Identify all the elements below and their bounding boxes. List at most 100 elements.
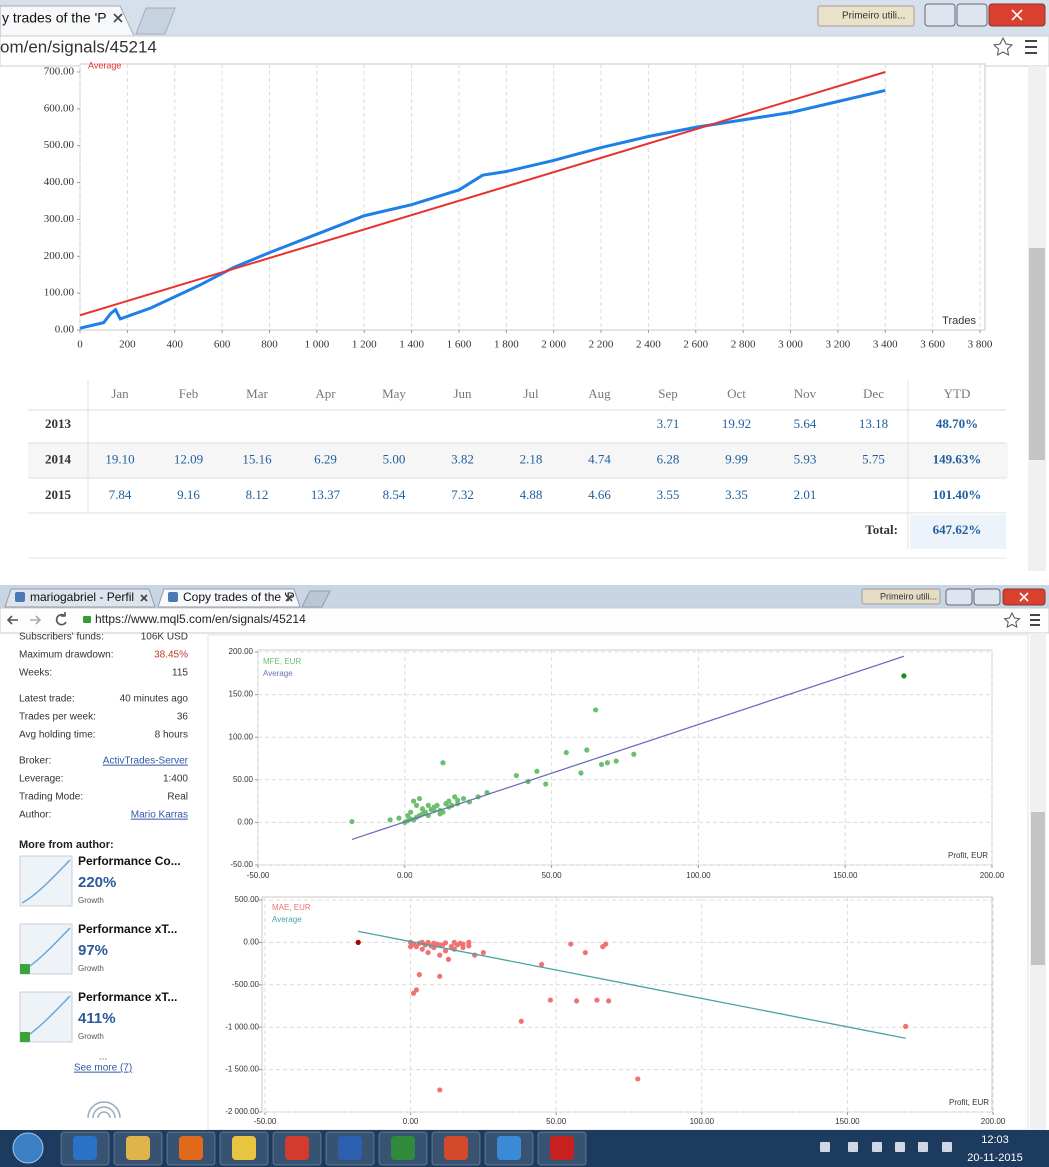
table-cell: 4.74 xyxy=(588,451,611,466)
series-line xyxy=(79,71,886,317)
address-bar[interactable] xyxy=(0,35,1049,67)
author-thumbnail[interactable] xyxy=(19,855,73,907)
scatter-point xyxy=(437,1087,443,1093)
tab[interactable] xyxy=(4,588,156,608)
app-icon xyxy=(497,1136,521,1160)
address-bar[interactable] xyxy=(0,607,1049,634)
forward-icon[interactable] xyxy=(30,615,42,625)
scatter-point xyxy=(573,998,580,1004)
url[interactable]: om/en/signals/45214 xyxy=(0,37,157,56)
stat-value: 1:400 xyxy=(163,774,188,785)
column-header: Mar xyxy=(246,386,268,401)
author-signal-title[interactable]: Performance xT... xyxy=(78,990,177,1004)
table-cell: 2.01 xyxy=(794,487,817,502)
tab-title[interactable]: y trades of the 'P xyxy=(2,10,107,26)
logo-arc xyxy=(97,1111,111,1119)
scatter-point xyxy=(513,772,519,779)
stat-label: Broker: xyxy=(19,756,51,767)
table-cell: 6.29 xyxy=(314,451,337,466)
maximize-button[interactable] xyxy=(973,588,1001,606)
table-cell: 4.88 xyxy=(520,487,543,502)
tray-icon[interactable] xyxy=(872,1142,882,1152)
table-cell: 8.12 xyxy=(246,487,269,502)
back-icon[interactable] xyxy=(6,615,18,625)
tab-title[interactable]: mariogabriel - Perfil xyxy=(30,590,134,604)
scatter-point xyxy=(547,997,553,1003)
tab-title[interactable]: Copy trades of the 'P xyxy=(183,590,295,604)
scatter-point xyxy=(405,812,411,819)
scatter-point xyxy=(416,795,423,802)
thumbnail-curve xyxy=(21,859,71,904)
see-more-link[interactable]: See more (7) xyxy=(74,1063,132,1074)
column-header: Dec xyxy=(863,386,884,401)
maximize-button[interactable] xyxy=(956,3,988,27)
table-cell: 4.66 xyxy=(588,487,611,502)
scatter-point xyxy=(413,944,420,950)
stat-link[interactable]: ActivTrades-Server xyxy=(103,756,189,767)
scatter-point xyxy=(425,939,431,946)
scatter-point xyxy=(603,941,609,947)
x-tick-label: 1 400 xyxy=(399,339,424,351)
start-button[interactable] xyxy=(12,1132,44,1164)
scatter-point xyxy=(578,770,584,776)
stat-label: Subscribers' funds: xyxy=(19,632,104,643)
scatter-point xyxy=(584,747,590,753)
menu-icon[interactable] xyxy=(1025,40,1037,54)
row-header: 2014 xyxy=(45,451,72,466)
y-tick-label: 300.00 xyxy=(44,213,75,225)
profile-name[interactable]: Primeiro utili... xyxy=(880,591,937,601)
y-tick-label: -1 000.00 xyxy=(225,1022,259,1031)
row-header: 2013 xyxy=(45,416,72,431)
close-icon[interactable] xyxy=(1011,9,1023,21)
author-signal-title[interactable]: Performance xT... xyxy=(78,922,177,936)
scatter-point xyxy=(460,941,466,947)
scrollbar-thumb[interactable] xyxy=(1031,812,1045,965)
profile-button[interactable] xyxy=(861,588,941,605)
scatter-point xyxy=(606,998,612,1004)
scatter-point xyxy=(594,997,600,1003)
stat-label: Trading Mode: xyxy=(19,792,83,803)
close-icon[interactable] xyxy=(1019,592,1029,602)
scatter-point xyxy=(411,798,417,804)
column-header: Jan xyxy=(111,386,129,401)
x-axis-label: Trades xyxy=(942,315,976,327)
close-icon[interactable] xyxy=(113,13,123,23)
stat-link[interactable]: Mario Karras xyxy=(131,810,188,821)
minimize-button[interactable] xyxy=(924,3,956,27)
column-header: Jul xyxy=(523,386,539,401)
scatter-point xyxy=(901,673,907,679)
column-header: May xyxy=(382,386,406,401)
star-icon[interactable] xyxy=(992,36,1014,56)
scrollbar-thumb[interactable] xyxy=(1029,248,1045,460)
author-growth: 220% xyxy=(78,874,116,891)
url[interactable]: https://www.mql5.com/en/signals/45214 xyxy=(95,612,306,626)
x-tick-label: 0.00 xyxy=(403,1117,419,1126)
y-tick-label: -500.00 xyxy=(232,980,260,989)
column-header: Feb xyxy=(179,386,199,401)
x-tick-label: 400 xyxy=(166,339,183,351)
profile-name[interactable]: Primeiro utili... xyxy=(842,11,905,22)
legend-entry: MFE, EUR xyxy=(263,657,301,666)
scatter-point xyxy=(355,939,361,946)
tray-icon[interactable] xyxy=(942,1142,952,1152)
tray-icon[interactable] xyxy=(895,1142,905,1152)
close-icon[interactable] xyxy=(140,594,148,602)
x-tick-label: 3 600 xyxy=(920,339,945,351)
tray-icon[interactable] xyxy=(918,1142,928,1152)
tray-icon[interactable] xyxy=(820,1142,830,1152)
tab[interactable] xyxy=(157,588,301,608)
tray-icon[interactable] xyxy=(848,1142,858,1152)
scatter-point xyxy=(518,1018,524,1024)
menu-icon[interactable] xyxy=(1030,614,1040,626)
profile-button[interactable] xyxy=(817,5,915,27)
close-icon[interactable] xyxy=(285,594,293,602)
reload-icon[interactable] xyxy=(55,612,67,626)
legend-entry: Average xyxy=(88,60,121,70)
x-tick-label: 3 200 xyxy=(826,339,851,351)
author-signal-title[interactable]: Performance Co... xyxy=(78,854,181,868)
column-header: Aug xyxy=(588,386,611,401)
minimize-button[interactable] xyxy=(945,588,973,606)
stat-label: Author: xyxy=(19,810,51,821)
star-icon[interactable] xyxy=(1003,611,1021,629)
scatter-point xyxy=(451,939,457,946)
